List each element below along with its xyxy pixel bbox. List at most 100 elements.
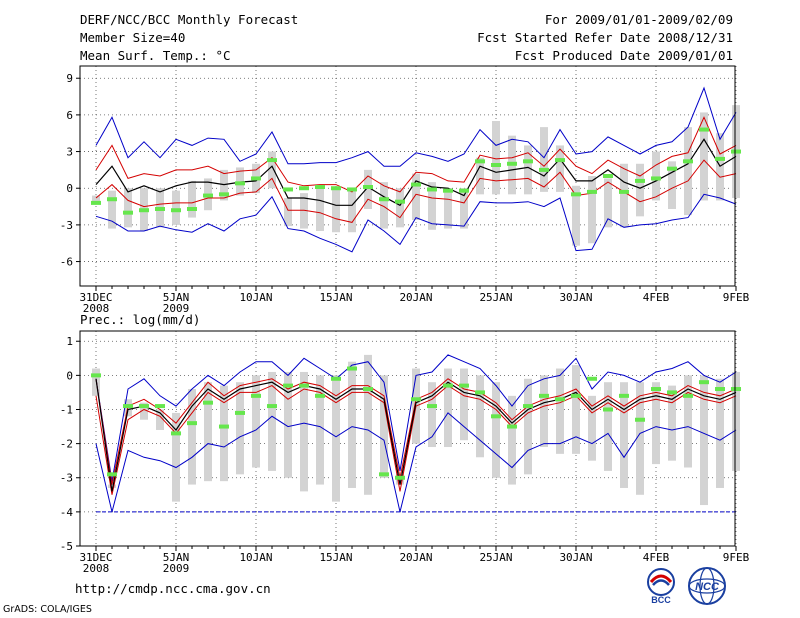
prec-marker bbox=[683, 393, 693, 398]
prec-x-tick-label: 9FEB bbox=[723, 551, 750, 564]
prec-y-tick-label: 0 bbox=[66, 369, 73, 382]
prec-spread-box bbox=[140, 402, 148, 420]
temp-spread-box bbox=[604, 178, 612, 228]
temp-spread-box bbox=[380, 182, 388, 229]
temp-spread-box bbox=[556, 145, 564, 192]
temp-y-tick-label: 0 bbox=[66, 182, 73, 195]
temp-line-ensemble-min bbox=[95, 193, 737, 253]
prec-marker bbox=[299, 383, 309, 388]
prec-marker bbox=[491, 414, 501, 419]
prec-marker bbox=[395, 475, 405, 480]
temp-spread-box bbox=[188, 180, 196, 218]
temp-spread-box bbox=[332, 188, 340, 233]
prec-spread-box bbox=[108, 484, 116, 488]
temp-x-tick-label: 25JAN bbox=[479, 291, 512, 304]
temp-marker bbox=[619, 189, 629, 194]
prec-y-tick-label: -3 bbox=[60, 472, 73, 485]
prec-marker bbox=[235, 410, 245, 415]
temp-x-tick-label: 30JAN bbox=[559, 291, 592, 304]
prec-spread-box bbox=[556, 368, 564, 454]
temp-marker bbox=[123, 210, 133, 215]
temp-x-tick-label: 10JAN bbox=[239, 291, 272, 304]
temp-x-tick-label: 31DEC bbox=[79, 291, 112, 304]
temp-marker bbox=[507, 161, 517, 166]
forecast-period-label: For 2009/01/01-2009/02/09 bbox=[544, 12, 733, 27]
prec-spread-box bbox=[332, 375, 340, 502]
temp-y-tick-label: 6 bbox=[66, 109, 73, 122]
temp-frame bbox=[79, 65, 736, 287]
member-size-label: Member Size=40 bbox=[80, 30, 186, 45]
temp-marker bbox=[491, 163, 501, 167]
temp-marker bbox=[427, 187, 437, 192]
prec-marker bbox=[219, 424, 229, 429]
prec-y-tick-label: -4 bbox=[60, 506, 74, 519]
temp-marker bbox=[667, 166, 677, 171]
temp-marker bbox=[331, 186, 341, 191]
temp-marker bbox=[523, 159, 533, 164]
prec-marker bbox=[667, 390, 677, 395]
prec-x-tick-label: 30JAN bbox=[559, 551, 592, 564]
prec-spread-box bbox=[492, 382, 500, 478]
temp-spread-box bbox=[348, 188, 356, 233]
temp-marker bbox=[731, 149, 741, 154]
prec-marker bbox=[411, 397, 421, 402]
temp-marker bbox=[475, 159, 485, 164]
temp-marker bbox=[155, 207, 165, 211]
temp-marker bbox=[139, 208, 149, 213]
prec-line-ensemble-max bbox=[95, 354, 737, 482]
bcc-logo: BCC bbox=[647, 568, 675, 605]
prec-marker bbox=[171, 431, 181, 436]
temp-spread-box bbox=[172, 190, 180, 225]
prec-marker bbox=[587, 376, 597, 381]
prec-spread-box bbox=[588, 395, 596, 461]
prec-marker bbox=[427, 404, 437, 409]
temp-marker bbox=[107, 197, 117, 202]
temp-marker bbox=[347, 187, 357, 192]
prec-spread-box bbox=[204, 382, 212, 482]
prec-marker bbox=[187, 421, 197, 426]
prec-spread-box bbox=[316, 375, 324, 485]
prec-marker bbox=[475, 390, 485, 395]
temp-x-tick-label: 15JAN bbox=[319, 291, 352, 304]
prec-marker bbox=[123, 404, 133, 409]
prec-marker bbox=[379, 472, 389, 477]
temp-marker bbox=[587, 189, 597, 194]
source-url[interactable]: http://cmdp.ncc.cma.gov.cn bbox=[75, 581, 271, 596]
prec-marker bbox=[651, 387, 661, 392]
temp-marker bbox=[555, 158, 565, 163]
prec-spread-box bbox=[684, 375, 692, 468]
prec-marker bbox=[107, 472, 117, 477]
temp-marker bbox=[203, 193, 213, 198]
temp-spread-box bbox=[124, 188, 132, 228]
temp-x-tick-sublabel: 2008 bbox=[83, 302, 110, 315]
prec-x-tick-label: 5JAN bbox=[163, 551, 190, 564]
prec-marker bbox=[571, 393, 581, 398]
temp-spread-box bbox=[684, 127, 692, 216]
temp-spread-box bbox=[300, 193, 308, 229]
temp-marker bbox=[571, 192, 581, 197]
prec-y-tick-label: -5 bbox=[60, 540, 73, 553]
prec-spread-box bbox=[252, 375, 260, 468]
temp-marker bbox=[283, 187, 293, 192]
prec-marker bbox=[731, 387, 741, 392]
temp-marker bbox=[603, 174, 613, 178]
prec-marker bbox=[715, 387, 725, 392]
temp-spread-box bbox=[284, 198, 292, 227]
prec-spread-box bbox=[524, 378, 532, 475]
temp-marker bbox=[267, 158, 277, 163]
prec-marker bbox=[443, 383, 453, 388]
temp-x-tick-label: 9FEB bbox=[723, 291, 750, 304]
temp-spread-box bbox=[396, 188, 404, 228]
temp-x-tick-label: 20JAN bbox=[399, 291, 432, 304]
temp-y-tick-label: 3 bbox=[66, 146, 73, 159]
prec-marker bbox=[203, 400, 213, 405]
prec-spread-box bbox=[460, 368, 468, 441]
prec-y-tick-label: -2 bbox=[60, 438, 73, 451]
prec-marker bbox=[347, 366, 357, 371]
prec-spread-box bbox=[236, 382, 244, 475]
temp-marker bbox=[299, 186, 309, 191]
prec-x-tick-label: 20JAN bbox=[399, 551, 432, 564]
prec-spread-box bbox=[620, 382, 628, 488]
